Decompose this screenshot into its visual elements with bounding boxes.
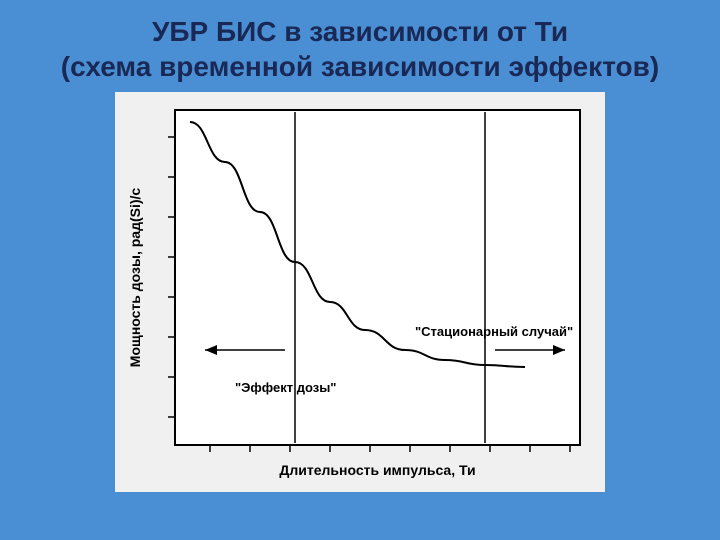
chart-svg: "Эффект дозы" "Стационарный случай" Длит…: [115, 92, 605, 492]
title-line-1: УБР БИС в зависимости от Ти: [152, 16, 568, 47]
slide-title: УБР БИС в зависимости от Ти (схема време…: [61, 14, 659, 84]
x-ticks: [210, 445, 570, 452]
y-ticks: [168, 137, 175, 417]
label-stationary: "Стационарный случай": [415, 324, 573, 339]
title-line-2: (схема временной зависимости эффектов): [61, 51, 659, 82]
x-axis-label: Длительность импульса, Ти: [279, 462, 475, 478]
chart-container: "Эффект дозы" "Стационарный случай" Длит…: [115, 92, 605, 492]
label-effect-dose: "Эффект дозы": [235, 380, 336, 395]
y-axis-label: Мощность дозы, рад(Si)/с: [127, 188, 143, 368]
slide: УБР БИС в зависимости от Ти (схема време…: [0, 0, 720, 540]
